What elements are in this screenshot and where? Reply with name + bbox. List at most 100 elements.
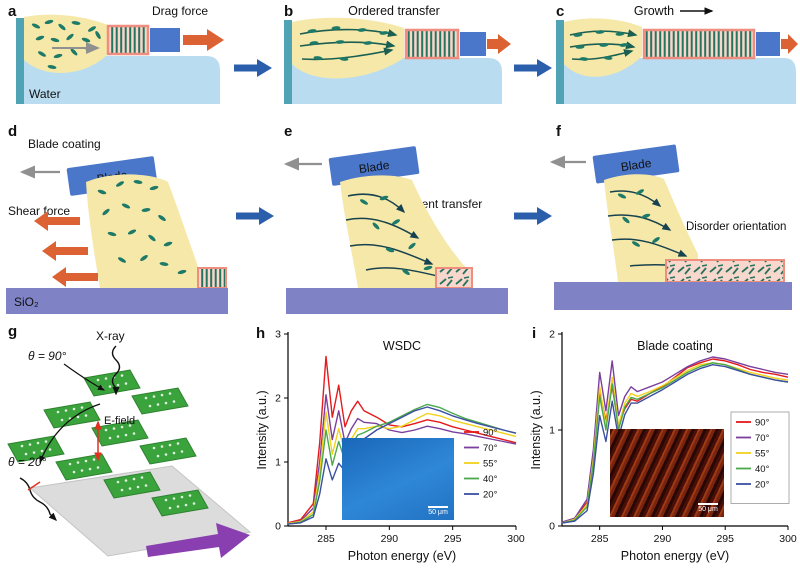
legend-label: 55° [755,449,770,460]
wsdc-micrograph-inset: 50 μm [342,438,454,520]
panel-label-h: h [256,325,266,342]
panel-label-b: b [284,3,294,20]
legend-label: 20° [483,490,498,501]
xray-beam-90 [111,345,121,396]
barrier [556,20,564,104]
panel-label-d: d [8,123,18,140]
sample-substrate [28,465,252,557]
y-axis-title: Intensity (a.u.) [255,390,269,469]
drag-force-arrow [183,29,224,51]
panel-label-i: i [532,325,537,342]
angle-arc-90 [63,363,106,391]
legend-label: 90° [755,418,770,429]
chart-title: Blade coating [637,339,713,353]
legend-label: 55° [483,459,498,470]
blade-label: Blade [620,156,653,174]
ordered-crystal-film [404,28,460,60]
y-tick-label: 3 [275,329,281,341]
disordered-crystal-film [435,267,473,289]
y-tick-label: 2 [275,393,281,405]
x-tick-label: 300 [779,533,797,545]
barrier [284,20,292,104]
ink-droplet [340,175,468,288]
substrate-block [756,32,780,56]
legend-label: 70° [755,433,770,444]
series-line-40° [287,403,517,525]
disorder-orientation-label: Disorder orientation [686,221,786,233]
efield-tick [27,481,41,491]
series-line-70° [561,356,789,523]
y-tick-label: 1 [549,425,555,437]
panel-label-e: e [284,123,293,140]
series-line-55° [561,362,789,524]
shear-force-label: Shear force [8,204,70,218]
series-line-90° [287,355,517,524]
scale-bar-label: 50 μm [698,505,718,513]
sio2-label: SiO₂ [14,295,39,309]
x-tick-label: 300 [507,533,525,545]
ordered-crystal-film [106,24,150,56]
nexafs-chart-wsdc: 285 290 295 300 0 1 2 3 WSDC Photon energy (eV) In… [254,322,526,568]
sio2-substrate [6,288,228,314]
nexafs-chart-blade-coating: 285 290 295 300 0 1 2 Blade coating Photon energ… [528,322,798,568]
drag-force-arrow [781,34,798,54]
series-line-20° [561,364,789,524]
xray-beam-20 [19,477,57,521]
blade: Blade [592,144,680,184]
scale-bar-line [428,505,448,508]
crystal-film [197,267,227,289]
blade: Blade [328,146,420,186]
panel-label-a: a [8,3,17,20]
grown-crystal-film [642,28,756,60]
legend-box [730,411,790,504]
y-tick-label: 0 [275,521,281,533]
ink-film [24,14,108,73]
theta-20-label: θ = 20° [8,455,47,469]
sio2-substrate [554,282,792,310]
panel-c-schematic: Growth [556,4,798,104]
xray-label: X-ray [96,329,125,343]
drag-force-label: Drag force [152,4,208,18]
blade-label: Blade [358,158,391,176]
angle-sweep-arc [39,403,101,464]
y-axis-title: Intensity (a.u.) [529,390,543,469]
panel-g-schematic: θ = 90° X-ray E-field θ = 20° [7,329,252,558]
efield-label: E-field [104,415,135,427]
x-tick-label: 295 [444,533,462,545]
panel-b-title: Ordered transfer [348,4,440,18]
y-tick-label: 0 [549,521,555,533]
blade-micrograph-inset: 50 μm [610,429,724,517]
panel-label-g: g [8,323,18,340]
x-tick-label: 285 [591,533,609,545]
x-axis-title: Photon energy (eV) [348,549,456,563]
series-line-20° [287,406,517,525]
panel-e-schematic: Blade Turbulent transfer [283,146,508,314]
blade-coating-label: Blade coating [28,137,101,151]
x-tick-label: 295 [716,533,734,545]
legend-label: 40° [483,474,498,485]
disordered-crystal-film [665,259,785,283]
flow-arrow-a-b [234,59,272,77]
y-tick-label: 2 [549,329,555,341]
scale-bar: 50 μm [428,505,448,517]
legend-label: 70° [483,443,498,454]
substrate-block [150,28,180,52]
legend-label: 40° [755,464,770,475]
x-tick-label: 290 [654,533,672,545]
panel-c-title: Growth [634,4,674,18]
chart-title: WSDC [383,339,421,353]
water-label: Water [29,87,61,101]
panel-label-c: c [556,3,565,20]
scale-bar: 50 μm [698,502,718,514]
sio2-substrate [286,288,508,314]
scale-bar-line [698,502,718,505]
panel-b-schematic: Ordered transfer [284,4,511,104]
theta-90-label: θ = 90° [28,349,67,363]
panel-d-schematic: Blade coating Blade Shear force SiO₂ [6,137,228,314]
flow-arrow-b-c [514,59,552,77]
legend-label: 90° [483,428,498,439]
drag-force-arrow [487,34,511,54]
panel-a-schematic: Drag force Water [16,4,224,104]
flow-arrow-d-e [236,207,274,225]
